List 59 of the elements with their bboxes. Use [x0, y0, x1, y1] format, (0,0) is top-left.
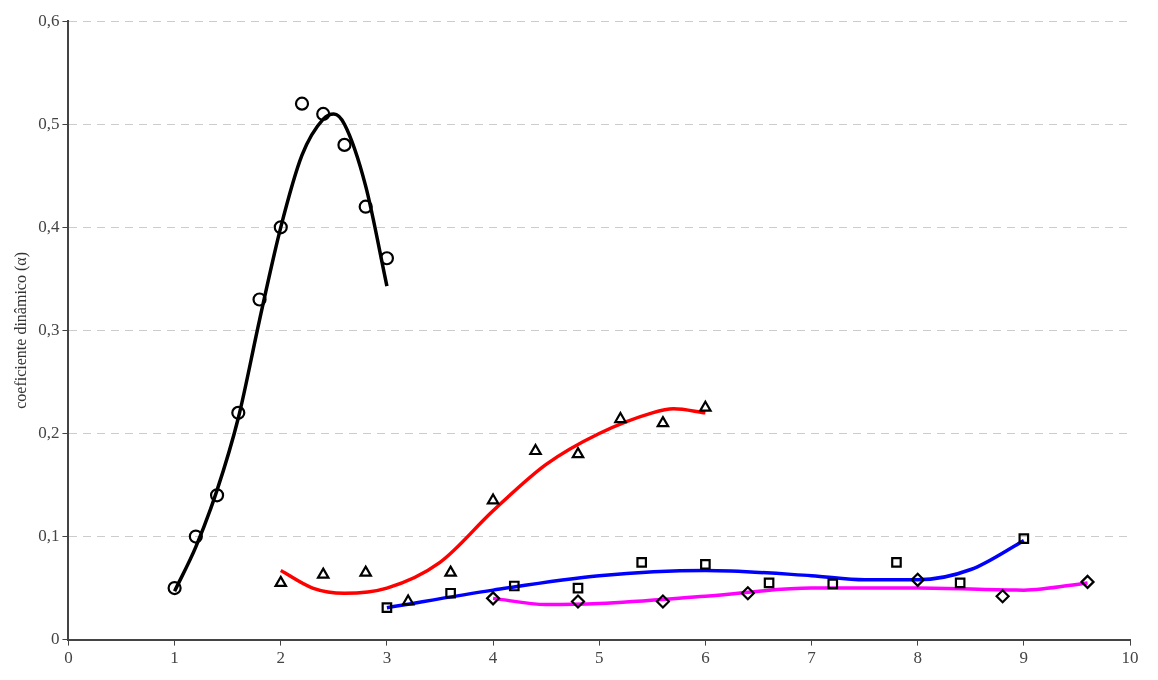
point — [1080, 574, 1095, 589]
point — [444, 565, 457, 577]
point — [529, 443, 542, 456]
point — [316, 106, 331, 122]
x-tick-label: 9 — [1019, 648, 1029, 668]
point — [381, 602, 393, 613]
point — [699, 400, 712, 412]
y-tick-label: 0,5 — [38, 113, 60, 133]
point — [209, 488, 225, 503]
y-tick-label: 0 — [50, 629, 60, 649]
x-tick-label: 3 — [382, 648, 392, 668]
point — [954, 577, 966, 589]
x-tick-label: 0 — [64, 648, 73, 668]
point — [572, 582, 584, 594]
point — [571, 446, 585, 459]
point — [740, 586, 755, 601]
y-tick-label: 0,1 — [38, 526, 60, 545]
x-tick-label: 5 — [594, 648, 604, 668]
point — [1018, 533, 1030, 544]
point — [252, 292, 267, 307]
y-axis-title: coeficiente dinâmico (α) — [11, 252, 30, 409]
point — [379, 251, 395, 266]
point — [358, 199, 373, 214]
point — [337, 137, 352, 152]
x-tick-label: 2 — [276, 648, 286, 668]
point — [167, 580, 182, 596]
x-tick-label: 1 — [170, 648, 179, 668]
point — [188, 529, 203, 544]
point — [763, 577, 775, 589]
x-tick-label: 10 — [1121, 648, 1139, 668]
point — [655, 594, 671, 609]
point — [401, 594, 415, 606]
point — [508, 580, 520, 592]
point — [995, 589, 1010, 604]
point — [274, 575, 288, 588]
point — [614, 411, 627, 424]
point — [910, 572, 925, 587]
x-tick-label: 8 — [913, 648, 922, 668]
point — [486, 493, 500, 505]
y-tick-label: 0,3 — [38, 319, 60, 339]
x-tick-label: 4 — [488, 648, 498, 668]
point — [891, 556, 902, 568]
x-tick-label: 6 — [701, 648, 710, 668]
point — [827, 578, 839, 590]
point — [700, 559, 711, 570]
point — [231, 405, 246, 420]
y-tick-label: 0,2 — [38, 422, 60, 442]
point — [273, 220, 288, 235]
point — [485, 591, 501, 606]
point — [359, 565, 372, 577]
point — [636, 556, 648, 568]
point — [570, 594, 586, 609]
point — [445, 587, 456, 599]
point — [656, 416, 670, 428]
y-tick-label: 0,6 — [38, 10, 60, 30]
point — [316, 567, 330, 579]
point — [294, 96, 310, 111]
y-tick-label: 0,4 — [38, 216, 60, 236]
x-tick-label: 7 — [807, 648, 817, 668]
